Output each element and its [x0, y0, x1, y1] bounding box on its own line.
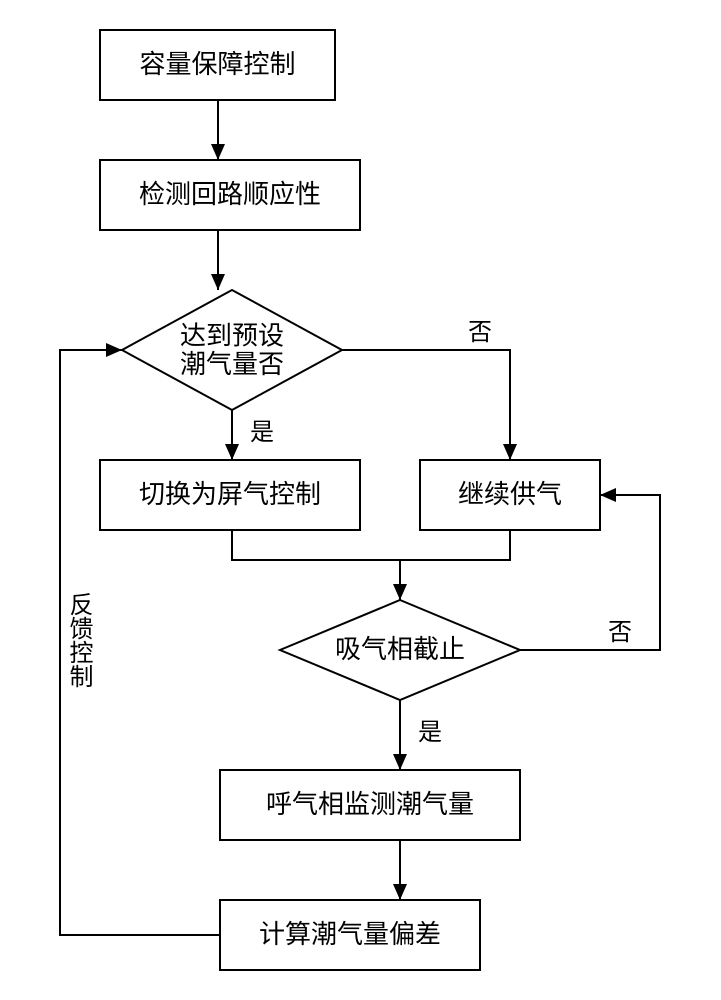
- arrowhead: [211, 274, 225, 290]
- arrowhead: [600, 488, 616, 502]
- arrowhead: [225, 444, 239, 460]
- edge-label: 否: [608, 620, 632, 646]
- edge-label: 是: [418, 720, 442, 746]
- edge-label: 否: [468, 320, 492, 346]
- arrowhead: [393, 884, 407, 900]
- process-label: 计算潮气量偏差: [259, 920, 441, 949]
- arrowhead: [393, 584, 407, 600]
- process-label: 切换为屏气控制: [139, 480, 321, 509]
- process-label: 检测回路顺应性: [139, 180, 321, 209]
- process-label: 继续供气: [458, 480, 562, 509]
- decision-label: 吸气相截止: [335, 635, 465, 664]
- arrowhead: [503, 444, 517, 460]
- process-label: 容量保障控制: [139, 50, 295, 79]
- arrowhead: [393, 754, 407, 770]
- edge-label: 是: [250, 420, 274, 446]
- arrowhead: [211, 144, 225, 160]
- flow-edge: [232, 530, 400, 600]
- edge-label: 反馈控制: [65, 592, 93, 688]
- flow-edge: [400, 530, 510, 560]
- decision-label: 达到预设: [180, 321, 284, 350]
- decision-label: 潮气量否: [180, 350, 284, 379]
- flow-edge: [342, 350, 510, 460]
- arrowhead: [106, 343, 122, 357]
- process-label: 呼气相监测潮气量: [266, 790, 474, 819]
